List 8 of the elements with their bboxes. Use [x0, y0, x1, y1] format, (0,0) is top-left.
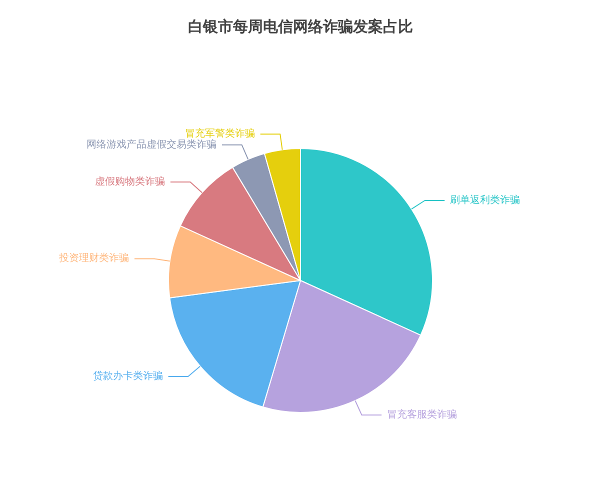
slice-label: 冒充军警类诈骗	[185, 128, 256, 140]
slice-label: 网络游戏产品虚假交易类诈骗	[86, 138, 217, 150]
slice-label: 贷款办卡类诈骗	[93, 370, 163, 382]
slice-label: 冒充客服类诈骗	[386, 408, 457, 421]
chart-title: 白银市每周电信网络诈骗发案占比	[188, 18, 413, 36]
slice-label: 投资理财类诈骗	[58, 252, 130, 264]
slice-label: 刷单返利类诈骗	[450, 194, 520, 206]
slice-label: 虚假购物类诈骗	[95, 176, 166, 188]
